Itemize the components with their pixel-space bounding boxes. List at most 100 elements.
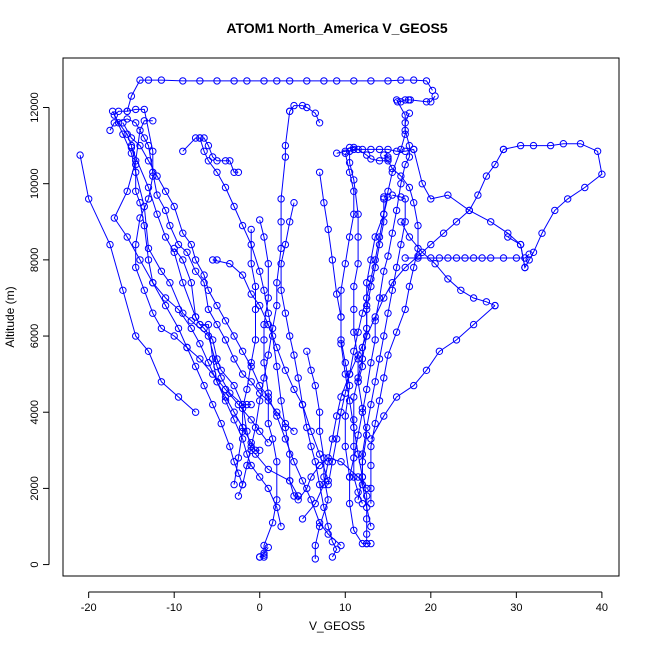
track-line: [357, 194, 406, 500]
data-point: [358, 473, 367, 481]
data-point: [243, 385, 251, 394]
data-point: [260, 336, 268, 344]
data-point: [350, 454, 358, 462]
data-point: [140, 221, 149, 230]
data-point: [183, 248, 191, 257]
data-point: [264, 309, 272, 317]
data-point: [388, 191, 396, 199]
data-point: [380, 151, 388, 159]
data-point: [388, 168, 396, 177]
data-point: [311, 381, 319, 390]
data-point: [230, 355, 238, 363]
data-point: [380, 374, 388, 382]
track-line: [302, 149, 504, 520]
flight-track: [110, 76, 437, 504]
data-point: [213, 378, 221, 386]
data-point: [320, 473, 328, 481]
data-point: [358, 355, 367, 363]
data-point: [384, 351, 392, 359]
data-point: [230, 408, 238, 416]
flight-track: [196, 134, 302, 500]
data-point: [260, 549, 268, 557]
data-point: [333, 545, 341, 553]
data-point: [324, 458, 332, 466]
data-point: [354, 374, 362, 382]
track-line: [122, 122, 342, 546]
data-point: [363, 301, 371, 310]
data-point: [153, 210, 161, 218]
data-point: [230, 381, 238, 390]
data-point: [234, 454, 243, 462]
data-point: [149, 117, 157, 125]
data-point: [277, 195, 285, 203]
data-point: [256, 397, 264, 405]
data-point: [294, 496, 302, 504]
data-point: [85, 195, 93, 203]
data-point: [598, 170, 606, 178]
track-line: [340, 153, 368, 544]
data-point: [260, 374, 268, 382]
data-point: [392, 263, 401, 272]
data-point: [127, 143, 136, 152]
data-point: [341, 359, 349, 367]
data-point: [243, 450, 251, 458]
track-line: [127, 108, 269, 444]
data-point: [401, 130, 409, 138]
data-point: [469, 294, 478, 302]
data-point: [392, 393, 401, 401]
data-point: [204, 141, 213, 150]
data-point: [161, 301, 170, 310]
data-point: [461, 254, 469, 262]
data-point: [268, 435, 277, 443]
data-point: [333, 77, 341, 85]
data-point: [238, 370, 247, 378]
data-point: [260, 320, 268, 329]
data-point: [491, 301, 499, 310]
data-point: [127, 134, 136, 142]
data-point: [482, 172, 491, 180]
data-point: [157, 324, 166, 333]
track-line: [405, 253, 530, 259]
data-point: [268, 519, 277, 527]
data-point: [286, 332, 294, 340]
data-point: [247, 290, 255, 298]
data-point: [144, 244, 153, 253]
data-point: [367, 522, 375, 531]
data-point: [273, 77, 281, 85]
data-point: [380, 332, 388, 340]
plot-frame: [62, 57, 620, 577]
data-point: [123, 115, 131, 123]
data-point: [405, 282, 414, 291]
data-point: [354, 145, 362, 154]
data-point: [384, 309, 392, 317]
data-point: [354, 328, 362, 336]
data-point: [132, 332, 140, 340]
data-point: [226, 157, 234, 165]
data-point: [444, 254, 452, 262]
data-point: [363, 294, 371, 302]
data-point: [196, 355, 204, 363]
data-point: [144, 76, 153, 84]
data-point: [422, 98, 431, 106]
data-point: [204, 359, 213, 367]
data-point: [414, 244, 422, 253]
data-point: [345, 397, 354, 405]
data-point: [200, 381, 208, 390]
data-point: [388, 286, 396, 294]
data-point: [401, 96, 409, 104]
data-point: [397, 193, 405, 201]
data-point: [384, 153, 392, 161]
data-point: [324, 496, 332, 504]
data-point: [123, 233, 131, 241]
flight-track: [354, 191, 409, 504]
data-point: [256, 216, 264, 224]
data-point: [213, 157, 221, 165]
data-point: [196, 77, 204, 85]
data-point: [179, 229, 187, 237]
data-point: [538, 229, 546, 237]
data-point: [264, 465, 272, 474]
data-point: [315, 119, 324, 127]
data-point: [418, 248, 426, 257]
data-point: [234, 469, 243, 477]
data-point: [380, 294, 388, 302]
